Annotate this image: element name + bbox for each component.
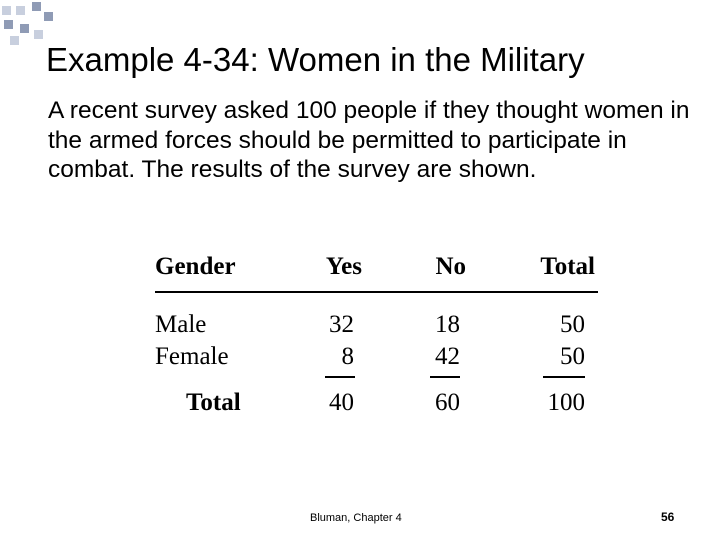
decor-square [20, 24, 29, 33]
corner-decoration [0, 0, 60, 45]
decor-square [32, 2, 41, 11]
decor-square [2, 6, 11, 15]
table-header-total: Total [540, 253, 595, 280]
slide-footer: Bluman, Chapter 4 [310, 512, 402, 524]
table-cell-yes: 32 [329, 311, 354, 338]
table-header-gender: Gender [155, 253, 236, 280]
table-cell-total: 50 [560, 311, 585, 338]
slide-body-text: A recent survey asked 100 people if they… [48, 97, 690, 183]
header-rule [155, 291, 598, 293]
sum-rule-no [430, 376, 460, 378]
table-cell-gender: Male [155, 311, 207, 338]
sum-rule-total [543, 376, 585, 378]
decor-square [4, 20, 13, 29]
table-total-label: Total [186, 389, 241, 416]
table-total-yes: 40 [329, 389, 354, 416]
decor-square [34, 30, 43, 39]
table-cell-total: 50 [560, 343, 585, 370]
table-cell-no: 42 [435, 343, 460, 370]
table-total-no: 60 [435, 389, 460, 416]
slide-title: Example 4-34: Women in the Military [46, 41, 585, 78]
decor-square [10, 36, 19, 45]
table-header-no: No [435, 253, 466, 280]
decor-square [16, 6, 25, 15]
table-cell-no: 18 [435, 311, 460, 338]
sum-rule-yes [325, 376, 355, 378]
decor-square [44, 12, 53, 21]
table-header-yes: Yes [325, 253, 362, 280]
table-cell-yes: 8 [341, 343, 355, 370]
slide-number: 56 [661, 510, 675, 524]
table-cell-gender: Female [155, 343, 229, 370]
table-total-grand: 100 [547, 389, 586, 416]
